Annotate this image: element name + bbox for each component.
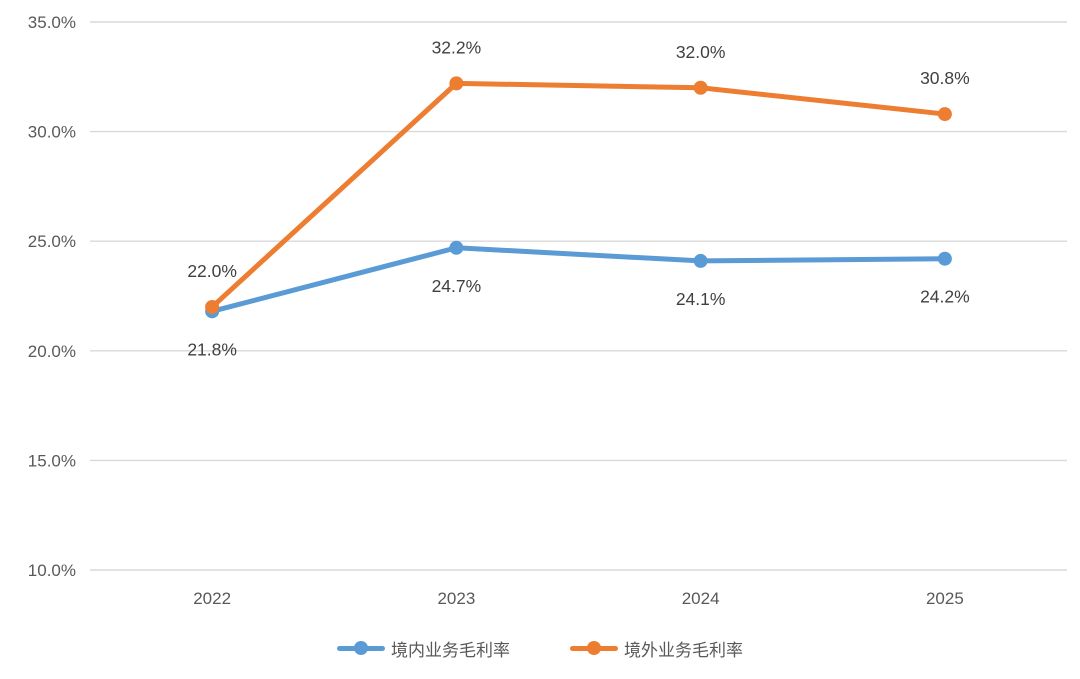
legend-dot-icon [354,641,368,655]
legend-dot-icon [587,641,601,655]
y-axis-tick-label: 20.0% [28,342,76,361]
data-point-label: 24.7% [432,276,482,296]
x-axis-tick-label: 2023 [437,589,475,608]
y-axis-tick-label: 15.0% [28,451,76,470]
data-point-marker [937,107,952,122]
chart-legend: 境内业务毛利率 境外业务毛利率 [0,628,1080,668]
data-point-label: 30.8% [920,68,970,88]
y-axis-tick-label: 30.0% [28,123,76,142]
data-point-marker [205,299,220,314]
x-axis-tick-label: 2022 [193,589,231,608]
series-line-0 [209,245,948,314]
data-point-label: 21.8% [187,339,237,359]
x-axis-tick-label: 2024 [682,589,720,608]
data-point-marker [693,253,708,268]
data-point-label: 22.0% [187,261,237,281]
series-line-1 [209,80,948,310]
data-point-label: 24.1% [676,289,726,309]
y-axis-tick-label: 25.0% [28,232,76,251]
legend-label-domestic: 境内业务毛利率 [391,640,510,660]
data-point-marker [693,80,708,95]
data-point-marker [449,240,464,255]
legend-marker-domestic [337,641,385,655]
legend-item-domestic: 境内业务毛利率 [337,636,510,661]
legend-label-overseas: 境外业务毛利率 [624,640,743,660]
x-axis-tick-label: 2025 [926,589,964,608]
data-point-label: 32.2% [432,37,482,57]
y-axis-tick-label: 35.0% [28,13,76,32]
data-point-marker [937,251,952,266]
legend-marker-overseas [570,641,618,655]
data-point-label: 24.2% [920,287,970,307]
data-point-marker [449,76,464,91]
y-axis-tick-label: 10.0% [28,561,76,580]
data-point-label: 32.0% [676,42,726,62]
legend-item-overseas: 境外业务毛利率 [570,636,743,661]
